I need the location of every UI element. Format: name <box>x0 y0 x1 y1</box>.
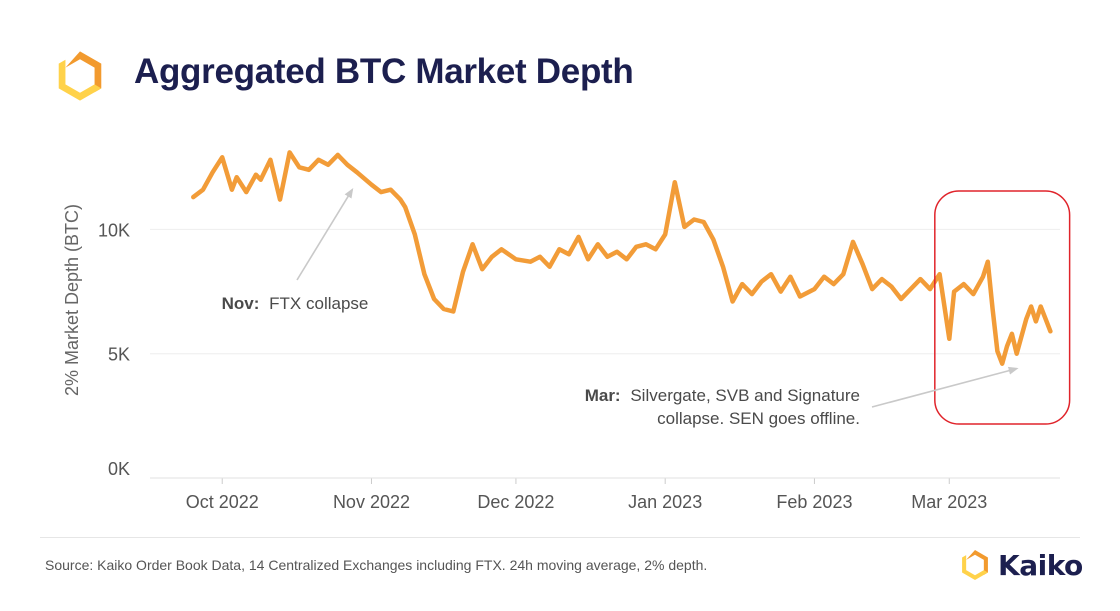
series-line-market-depth <box>191 150 1053 366</box>
annotation-arrow-nov <box>296 187 354 281</box>
x-tick-label: Dec 2022 <box>477 492 554 512</box>
page-title: Aggregated BTC Market Depth <box>134 52 634 91</box>
annotation-mar-line1: Mar: Silvergate, SVB and Signature <box>585 386 860 405</box>
footer-brand: Kaiko <box>958 545 1083 585</box>
brand-name: Kaiko <box>998 548 1083 582</box>
kaiko-logo-icon <box>58 51 102 101</box>
logo-yellow-arc <box>58 59 102 101</box>
annotation-nov-text: FTX collapse <box>269 294 368 313</box>
gridlines <box>150 228 1060 355</box>
x-tick-label: Oct 2022 <box>186 492 259 512</box>
march-highlight-box <box>934 190 1071 425</box>
logo-orange-arc <box>65 51 102 93</box>
y-tick-label: 0K <box>108 459 130 479</box>
annotation-mar-line2: collapse. SEN goes offline. <box>657 409 860 428</box>
kaiko-logo-icon <box>962 550 988 580</box>
x-axis-ticks: Oct 2022 Nov 2022 Dec 2022 Jan 2023 Feb 2023… <box>150 477 1060 512</box>
y-axis-label: 2% Market Depth (BTC) <box>62 204 82 396</box>
annotation-nov-bold: Nov: <box>222 294 260 313</box>
source-note: Source: Kaiko Order Book Data, 14 Centra… <box>45 557 708 573</box>
annotation-arrow-mar <box>871 366 1019 408</box>
y-tick-label: 10K <box>98 220 130 240</box>
footer-divider <box>40 537 1080 538</box>
x-tick-label: Mar 2023 <box>911 492 987 512</box>
annotation-mar-bold: Mar: <box>585 386 621 405</box>
annotation-mar-text: Silvergate, SVB and Signature <box>630 386 860 405</box>
y-tick-label: 5K <box>108 345 130 365</box>
y-axis-ticks: 0K 5K 10K <box>98 220 130 479</box>
annotation-nov: Nov: FTX collapse <box>222 294 369 313</box>
x-tick-label: Feb 2023 <box>776 492 852 512</box>
x-tick-label: Jan 2023 <box>628 492 702 512</box>
x-tick-label: Nov 2022 <box>333 492 410 512</box>
